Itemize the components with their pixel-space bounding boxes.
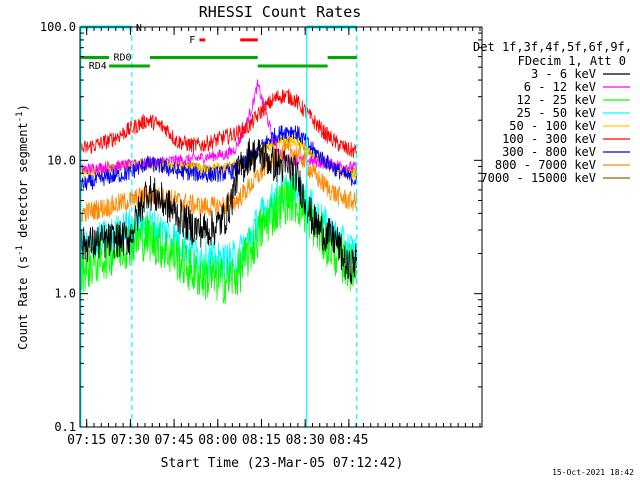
y-tick-label-2: 10.0	[47, 153, 76, 167]
x-tick-label-0: 07:15	[67, 433, 106, 448]
y-tick-label-1: 1.0	[54, 287, 76, 301]
series-line-1	[79, 79, 358, 175]
state-label-9: RD4	[89, 61, 107, 72]
x-tick-label-4: 08:15	[242, 433, 281, 448]
y-axis-label-mid: detector segment	[16, 122, 30, 245]
series-line-6	[79, 125, 358, 191]
state-label-6: RD0	[114, 53, 132, 64]
plot-frame	[79, 26, 483, 428]
x-axis-label: Start Time (23-Mar-05 07:12:42)	[161, 456, 404, 471]
legend-label-3: 25 - 50 keV	[517, 106, 596, 120]
legend: Det 1f,3f,4f,5f,6f,9f, FDecim 1, Att 0 3…	[473, 40, 632, 185]
legend-label-6: 300 - 800 keV	[502, 145, 596, 159]
x-tick-label-5: 08:30	[286, 433, 325, 448]
legend-label-7: 800 - 7000 keV	[495, 158, 596, 172]
x-tick-label-1: 07:30	[111, 433, 150, 448]
legend-label-2: 12 - 25 keV	[517, 93, 596, 107]
y-axis-label-sup2: -1	[15, 111, 25, 122]
series-line-7	[79, 140, 358, 223]
legend-header-line-1: Det 1f,3f,4f,5f,6f,9f,	[473, 40, 632, 54]
series-line-5	[79, 88, 358, 158]
y-axis-label-sup1: -1	[15, 245, 25, 256]
series-line-0	[79, 138, 358, 285]
state-label-10: F	[189, 35, 195, 46]
x-tick-label-2: 07:45	[155, 433, 194, 448]
y-axis-label-base: Count Rate (s	[16, 256, 30, 350]
legend-label-4: 50 - 100 keV	[509, 119, 596, 133]
legend-label-0: 3 - 6 keV	[531, 67, 596, 81]
x-tick-label-6: 08:45	[329, 433, 368, 448]
y-axis-label: Count Rate (s-1 detector segment-1)	[15, 104, 30, 350]
legend-header-line-2: FDecim 1, Att 0	[518, 54, 626, 68]
axes: 0.1 1.0 10.0 100.0 07:15 07:30 07:45 08:00 08:15…	[40, 20, 482, 448]
legend-label-8: 7000 - 15000 keV	[480, 171, 596, 185]
x-tick-label-3: 08:00	[198, 433, 237, 448]
y-tick-label-3: 100.0	[40, 20, 76, 34]
y-axis-label-end: )	[16, 104, 30, 111]
timestamp: 15-Oct-2021 18:42	[552, 468, 634, 477]
legend-label-1: 6 - 12 keV	[524, 80, 596, 94]
legend-label-5: 100 - 300 keV	[502, 132, 596, 146]
y-tick-label-0: 0.1	[54, 420, 76, 434]
state-label-2: N	[136, 23, 142, 34]
chart-title: RHESSI Count Rates	[199, 3, 362, 21]
